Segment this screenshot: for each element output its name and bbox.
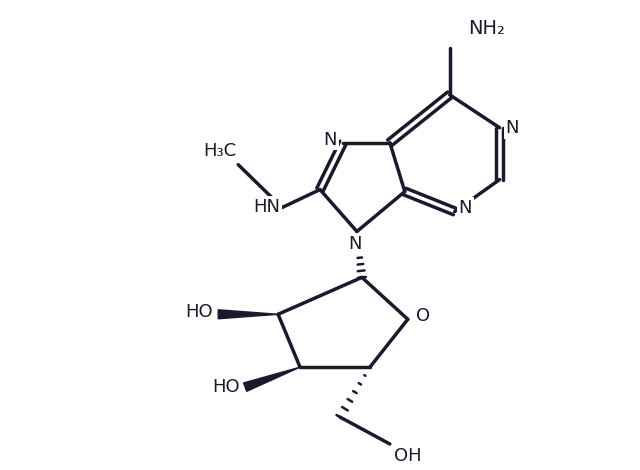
Text: N: N — [323, 131, 337, 149]
Polygon shape — [218, 310, 278, 319]
Text: N: N — [459, 198, 472, 217]
Text: HO: HO — [212, 378, 240, 396]
Text: N: N — [348, 235, 362, 253]
Text: O: O — [416, 307, 430, 325]
Polygon shape — [244, 367, 300, 392]
Text: OH: OH — [394, 447, 422, 465]
Text: NH₂: NH₂ — [468, 19, 504, 38]
Text: N: N — [506, 119, 519, 137]
Text: HN: HN — [253, 197, 280, 216]
Text: H₃C: H₃C — [203, 141, 236, 160]
Text: HO: HO — [186, 303, 213, 321]
